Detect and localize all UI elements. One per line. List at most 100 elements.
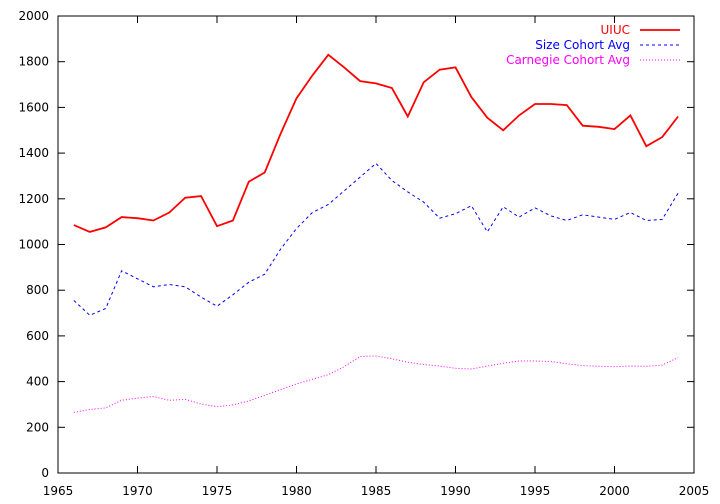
data-point-size-cohort-avg [455,213,456,214]
data-point-size-cohort-avg [201,296,202,297]
data-point-size-cohort-avg [73,300,74,301]
data-point-uiuc [375,83,376,84]
legend-label: Size Cohort Avg [535,38,630,52]
data-point-uiuc [534,103,535,104]
data-point-size-cohort-avg [678,192,679,193]
data-point-size-cohort-avg [264,274,265,275]
data-point-uiuc [630,115,631,116]
data-point-uiuc [264,172,265,173]
legend-label: Carnegie Cohort Avg [506,53,630,67]
data-point-carnegie-cohort-avg [503,363,504,364]
plot-frame [57,15,695,474]
data-point-carnegie-cohort-avg [646,366,647,367]
data-point-size-cohort-avg [534,207,535,208]
y-tick-label: 1600 [18,100,49,114]
data-point-size-cohort-avg [105,308,106,309]
data-point-carnegie-cohort-avg [471,368,472,369]
data-point-carnegie-cohort-avg [185,399,186,400]
y-tick-label: 1800 [18,55,49,69]
data-point-carnegie-cohort-avg [280,389,281,390]
data-point-uiuc [169,212,170,213]
data-point-carnegie-cohort-avg [678,357,679,358]
data-point-size-cohort-avg [153,286,154,287]
y-tick-label: 1200 [18,192,49,206]
series-line-size-cohort-avg [73,162,679,316]
data-point-carnegie-cohort-avg [153,396,154,397]
data-point-size-cohort-avg [248,282,249,283]
data-point-size-cohort-avg [503,206,504,207]
data-point-size-cohort-avg [439,218,440,219]
y-tick-label: 200 [26,420,49,434]
y-tick-label: 800 [26,283,49,297]
data-point-carnegie-cohort-avg [439,365,440,366]
data-point-carnegie-cohort-avg [344,366,345,367]
data-point-carnegie-cohort-avg [519,360,520,361]
data-point-uiuc [391,87,392,88]
x-tick-label: 2005 [679,484,710,498]
data-point-carnegie-cohort-avg [360,356,361,357]
data-point-carnegie-cohort-avg [566,363,567,364]
data-point-size-cohort-avg [121,270,122,271]
data-point-uiuc [105,227,106,228]
data-point-uiuc [344,67,345,68]
data-point-carnegie-cohort-avg [232,404,233,405]
data-point-carnegie-cohort-avg [121,400,122,401]
data-point-uiuc [582,125,583,126]
data-point-carnegie-cohort-avg [105,407,106,408]
data-point-uiuc [519,115,520,116]
data-point-carnegie-cohort-avg [487,365,488,366]
data-point-uiuc [328,54,329,55]
data-point-carnegie-cohort-avg [455,368,456,369]
data-point-uiuc [89,231,90,232]
data-point-size-cohort-avg [423,202,424,203]
data-point-uiuc [646,146,647,147]
data-point-carnegie-cohort-avg [630,365,631,366]
data-point-uiuc [455,67,456,68]
data-point-uiuc [598,126,599,127]
y-tick-label: 1000 [18,238,49,252]
data-point-size-cohort-avg [375,163,376,164]
y-tick-label: 1400 [18,146,49,160]
series-layer [73,53,679,413]
data-point-uiuc [312,75,313,76]
y-tick-label: 400 [26,375,49,389]
y-tick-label: 2000 [18,9,49,23]
data-point-size-cohort-avg [312,212,313,213]
data-point-carnegie-cohort-avg [296,383,297,384]
data-point-size-cohort-avg [566,220,567,221]
data-point-uiuc [678,116,679,117]
x-tick-label: 1980 [281,484,312,498]
data-point-size-cohort-avg [328,204,329,205]
data-point-carnegie-cohort-avg [550,361,551,362]
data-point-carnegie-cohort-avg [264,395,265,396]
x-tick-label: 1990 [440,484,471,498]
data-point-carnegie-cohort-avg [582,365,583,366]
data-point-carnegie-cohort-avg [216,406,217,407]
data-point-size-cohort-avg [344,190,345,191]
data-point-carnegie-cohort-avg [137,397,138,398]
series-line-carnegie-cohort-avg [73,355,679,413]
data-point-carnegie-cohort-avg [328,374,329,375]
x-axis: 1965 1970 1975 1980 1985 1990 1995 2000 2005 [43,16,710,498]
data-point-size-cohort-avg [280,248,281,249]
data-point-carnegie-cohort-avg [312,379,313,380]
x-tick-label: 1970 [122,484,153,498]
data-point-uiuc [614,129,615,130]
data-point-size-cohort-avg [407,191,408,192]
data-point-carnegie-cohort-avg [407,362,408,363]
y-tick-label: 600 [26,329,49,343]
data-point-uiuc [153,220,154,221]
data-point-size-cohort-avg [232,294,233,295]
data-point-uiuc [137,218,138,219]
data-point-carnegie-cohort-avg [248,400,249,401]
y-tick-label: 0 [41,466,49,480]
data-point-uiuc [280,133,281,134]
data-point-size-cohort-avg [185,286,186,287]
data-point-size-cohort-avg [471,205,472,206]
x-tick-label: 1995 [520,484,551,498]
data-point-uiuc [662,137,663,138]
data-point-size-cohort-avg [89,315,90,316]
data-point-uiuc [216,226,217,227]
data-point-carnegie-cohort-avg [598,366,599,367]
